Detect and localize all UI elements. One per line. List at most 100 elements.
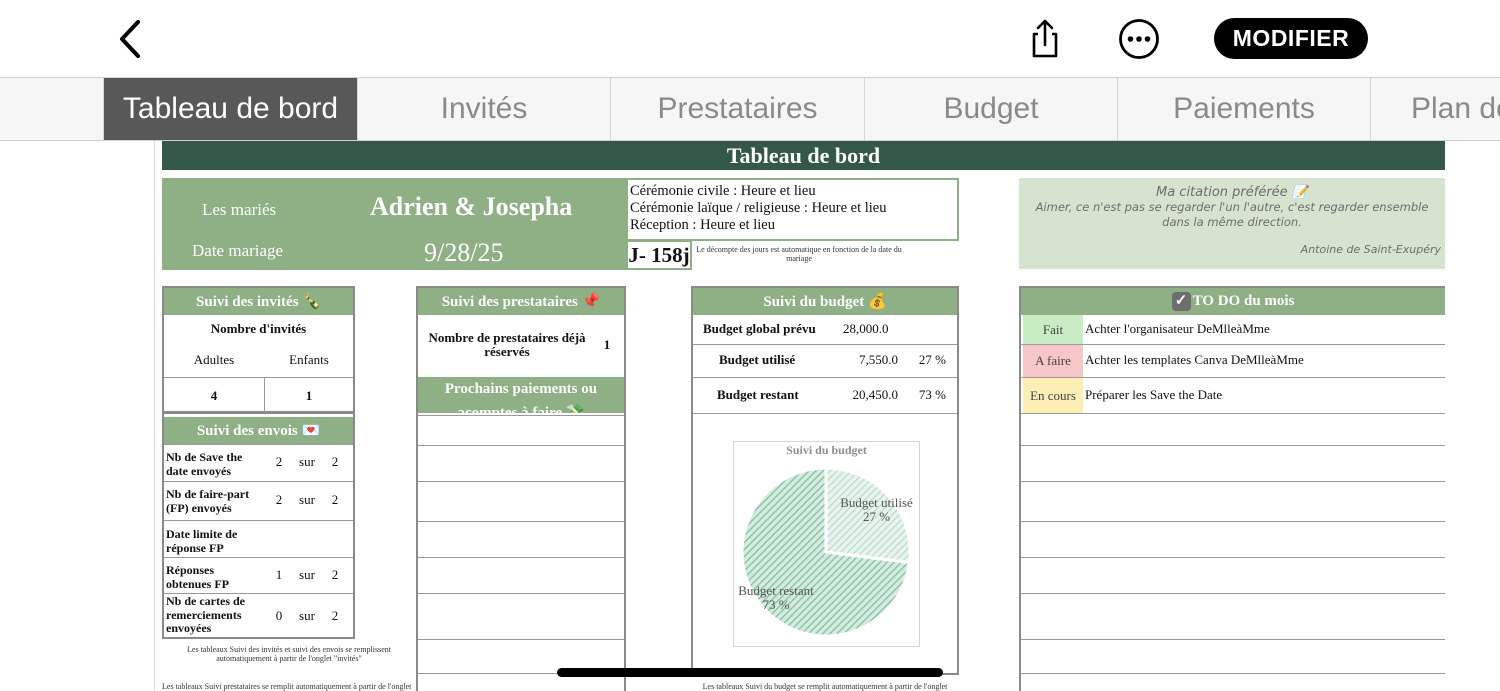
budget-label-total: Budget global prévu <box>703 321 816 336</box>
sendings-row-value: 1 <box>275 567 283 582</box>
event-reception: Réception : Heure et lieu <box>630 217 775 233</box>
toolbar: MODIFIER <box>0 0 1500 78</box>
sendings-row-value: 2 <box>275 492 283 507</box>
row-divider <box>1021 557 1445 558</box>
quote-heading: Ma citation préférée 📝 <box>1155 185 1308 200</box>
budget-value-total: 28,000.0 <box>843 321 889 336</box>
status-badge[interactable]: A faire <box>1023 345 1083 377</box>
wedding-date: 9/28/25 <box>424 238 504 267</box>
payments-title: Prochains paiements ou acomptes à faire … <box>418 377 624 413</box>
row-divider <box>1021 673 1445 674</box>
tab-paiements[interactable]: Paiements <box>1118 78 1371 140</box>
row-divider <box>1021 521 1445 522</box>
budget-label-used: Budget utilisé <box>719 352 796 367</box>
couple-header: Les mariés Adrien & Josepha Date mariage… <box>162 178 626 270</box>
booked-value: 1 <box>603 337 611 352</box>
row-divider <box>1021 344 1445 345</box>
couple-label: Les mariés <box>202 200 277 219</box>
todo-item[interactable]: Achter les templates Canva DeMlleàMme <box>1085 352 1304 367</box>
row-divider <box>164 481 353 482</box>
pie-slice-remaining[interactable] <box>740 466 912 638</box>
tab-prestataires[interactable]: Prestataires <box>611 78 865 140</box>
tab-tableau-de-bord[interactable]: Tableau de bord <box>104 78 358 140</box>
sendings-row-sep: sur <box>299 567 315 582</box>
guests-panel: Suivi des invités 🍾 Nombre d'invités Adu… <box>162 286 355 413</box>
sendings-row-label: Réponses obtenues FP <box>166 563 229 591</box>
budget-label-remaining: Budget restant <box>717 387 799 402</box>
tab-budget[interactable]: Budget <box>865 78 1118 140</box>
sendings-row-total: 2 <box>331 492 339 507</box>
children-value: 1 <box>305 388 313 403</box>
todo-title: TO DO du mois <box>1192 293 1295 309</box>
booked-label: Nombre de prestataires déjà réservés <box>428 330 586 359</box>
row-divider <box>418 557 624 558</box>
budget-pct-used: 27 % <box>918 352 946 367</box>
todo-item[interactable]: Préparer les Save the Date <box>1085 387 1223 402</box>
row-divider <box>418 673 624 674</box>
row-divider <box>164 593 353 594</box>
budget-note: Les tableaux Suivi du budget se remplit … <box>702 682 948 691</box>
tab-spacer <box>0 78 104 140</box>
adults-value: 4 <box>210 388 218 403</box>
sendings-row-label: Nb de faire-part (FP) envoyés <box>166 487 250 515</box>
row-divider <box>164 557 353 558</box>
budget-value-used: 7,550.0 <box>859 352 898 367</box>
edit-button[interactable]: MODIFIER <box>1214 18 1368 59</box>
row-divider <box>418 445 624 446</box>
vendors-panel: Suivi des prestataires 📌 Nombre de prest… <box>416 286 626 691</box>
countdown: J- 158j <box>626 240 692 270</box>
sendings-row-total: 2 <box>331 567 339 582</box>
row-divider <box>1021 377 1445 378</box>
status-badge[interactable]: En cours <box>1023 378 1083 413</box>
couple-names: Adrien & Josepha <box>370 192 573 221</box>
budget-panel: Suivi du budget 💰 Budget global prévu 28… <box>691 286 959 675</box>
sendings-panel: Suivi des envois 💌 Nb de Save the date e… <box>162 412 355 639</box>
sendings-row-value: 0 <box>275 608 283 623</box>
row-divider <box>1021 593 1445 594</box>
adults-label: Adultes <box>193 352 235 367</box>
row-divider <box>1021 413 1445 414</box>
sheet-tabs: Tableau de bord Invités Prestataires Bud… <box>0 77 1500 141</box>
quote-author: Antoine de Saint-Exupéry <box>1300 243 1441 256</box>
row-divider <box>418 639 624 640</box>
budget-value-remaining: 20,450.0 <box>852 387 899 402</box>
sendings-row-total: 2 <box>331 608 339 623</box>
status-badge[interactable]: Fait <box>1023 315 1083 344</box>
guests-title: Suivi des invités 🍾 <box>164 288 353 315</box>
vendors-note: Les tableaux Suivi prestataires se rempl… <box>162 682 412 691</box>
tab-plan-de-table[interactable]: Plan de <box>1371 78 1500 140</box>
pie-slice-used[interactable] <box>824 466 912 565</box>
chart-title: Suivi du budget <box>786 443 867 457</box>
row-divider <box>693 377 957 378</box>
row-divider <box>418 415 624 416</box>
todo-panel: ✓ TO DO du mois Fait Achter l'organisate… <box>1019 286 1445 691</box>
sendings-row-label: Date limite de réponse FP <box>166 527 238 555</box>
ellipsis-circle-icon[interactable] <box>1117 17 1161 61</box>
row-divider <box>693 344 957 345</box>
chevron-left-icon[interactable] <box>112 18 152 60</box>
sendings-row-label: Nb de cartes de remerciements envoyées <box>166 594 245 635</box>
todo-header: ✓ TO DO du mois <box>1021 288 1445 315</box>
quote-box[interactable]: Ma citation préférée 📝 Aimer, ce n'est p… <box>1019 178 1445 269</box>
row-divider <box>1021 481 1445 482</box>
sendings-row-label: Nb de Save the date envoyés <box>166 450 243 478</box>
col-divider <box>264 377 265 413</box>
share-icon[interactable] <box>1024 18 1066 60</box>
pie-svg <box>740 466 912 638</box>
sheet-edge <box>154 141 155 691</box>
sendings-note: Les tableaux Suivi des invités et suivi … <box>187 645 391 663</box>
sendings-row-sep: sur <box>299 608 315 623</box>
todo-item[interactable]: Achter l'organisateur DeMlleàMme <box>1085 321 1270 336</box>
slice-label-remaining: Budget restant 73 % <box>728 584 824 612</box>
budget-pie-chart[interactable]: Suivi du budget Budget utilisé 27 % Budge… <box>733 441 920 647</box>
tab-invites[interactable]: Invités <box>358 78 611 140</box>
guest-count-label: Nombre d'invités <box>210 321 307 336</box>
row-divider <box>1021 639 1445 640</box>
children-label: Enfants <box>289 352 329 367</box>
row-divider <box>1021 445 1445 446</box>
events-box[interactable]: Cérémonie civile : Heure et lieu Cérémon… <box>626 178 959 241</box>
row-divider <box>418 521 624 522</box>
sendings-title: Suivi des envois 💌 <box>164 417 353 444</box>
sendings-row-sep: sur <box>299 454 315 469</box>
slice-name-used: Budget utilisé <box>840 495 913 510</box>
